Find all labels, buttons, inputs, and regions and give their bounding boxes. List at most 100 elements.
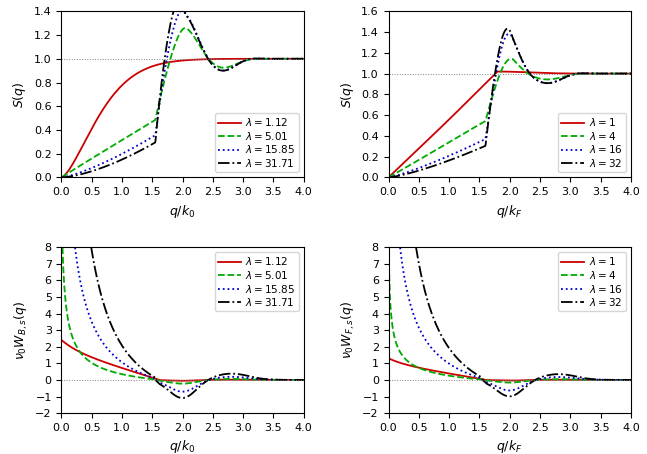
$\lambda = 4$ [526, 378, 534, 383]
$\lambda = 1$ [385, 175, 393, 180]
$\lambda = 4$ [532, 75, 540, 80]
$\lambda = 4$ [526, 72, 534, 77]
$\lambda = 4$ [540, 377, 547, 382]
$\lambda = 31.71$ [205, 57, 213, 63]
$\lambda = 16$ [505, 31, 513, 37]
$\lambda = 15.85$ [300, 56, 307, 61]
$\lambda = 15.85$ [212, 65, 220, 71]
$\lambda = 31.71$ [242, 58, 250, 63]
$\lambda = 32$ [385, 175, 393, 180]
Legend: $\lambda = 1.12$, $\lambda = 5.01$, $\lambda = 15.85$, $\lambda = 31.71$: $\lambda = 1.12$, $\lambda = 5.01$, $\la… [215, 252, 298, 311]
$\lambda = 31.71$ [267, 377, 274, 382]
$\lambda = 32$ [526, 381, 534, 386]
$\lambda = 1$ [400, 160, 408, 166]
$\lambda = 4$ [627, 71, 635, 76]
$\lambda = 5.01$ [212, 63, 220, 68]
X-axis label: $q/k_F$: $q/k_F$ [496, 202, 523, 220]
$\lambda = 32$ [526, 70, 534, 76]
$\lambda = 16$ [532, 377, 540, 383]
$\lambda = 5.01$ [205, 56, 213, 62]
$\lambda = 4$ [569, 377, 576, 382]
Legend: $\lambda = 1$, $\lambda = 4$, $\lambda = 16$, $\lambda = 32$: $\lambda = 1$, $\lambda = 4$, $\lambda =… [558, 252, 626, 311]
$\lambda = 1.12$ [72, 155, 80, 160]
$\lambda = 31.71$ [175, 0, 183, 4]
$\lambda = 1.12$ [300, 377, 307, 383]
$\lambda = 32$ [627, 71, 635, 76]
$\lambda = 16$ [540, 375, 547, 381]
$\lambda = 32$ [532, 377, 540, 382]
Line: $\lambda = 1.12$: $\lambda = 1.12$ [61, 340, 303, 381]
$\lambda = 5.01$ [182, 25, 190, 31]
$\lambda = 4$ [540, 76, 547, 82]
$\lambda = 5.01$ [205, 377, 213, 383]
$\lambda = 4$ [593, 71, 601, 76]
$\lambda = 32$ [540, 80, 547, 85]
$\lambda = 5.01$ [58, 187, 65, 192]
$\lambda = 1$ [526, 377, 534, 383]
$\lambda = 31.71$ [199, 381, 206, 387]
Line: $\lambda = 32$: $\lambda = 32$ [389, 29, 631, 178]
$\lambda = 1.12$ [204, 56, 212, 62]
Line: $\lambda = 5.01$: $\lambda = 5.01$ [61, 28, 303, 178]
$\lambda = 4$ [400, 166, 408, 172]
$\lambda = 31.71$ [267, 56, 274, 62]
$\lambda = 1$ [569, 71, 576, 76]
$\lambda = 1.12$ [300, 56, 307, 61]
$\lambda = 1.12$ [266, 56, 274, 62]
$\lambda = 4$ [385, 175, 393, 180]
$\lambda = 1.12$ [179, 378, 186, 384]
$\lambda = 31.71$ [300, 56, 307, 61]
$\lambda = 31.71$ [199, 45, 206, 51]
$\lambda = 16$ [540, 80, 547, 85]
$\lambda = 15.85$ [242, 58, 250, 63]
$\lambda = 16$ [526, 380, 534, 385]
$\lambda = 16$ [400, 269, 408, 275]
$\lambda = 1.12$ [72, 347, 80, 353]
Line: $\lambda = 16$: $\lambda = 16$ [389, 0, 631, 390]
$\lambda = 32$ [503, 26, 511, 31]
$\lambda = 15.85$ [267, 56, 274, 62]
$\lambda = 1$ [593, 377, 601, 383]
$\lambda = 16$ [400, 171, 408, 176]
$\lambda = 1$ [506, 378, 514, 383]
$\lambda = 16$ [506, 388, 514, 393]
$\lambda = 15.85$ [199, 380, 206, 385]
$\lambda = 1.12$ [242, 377, 250, 383]
Line: $\lambda = 4$: $\lambda = 4$ [389, 59, 631, 178]
Legend: $\lambda = 1.12$, $\lambda = 5.01$, $\lambda = 15.85$, $\lambda = 31.71$: $\lambda = 1.12$, $\lambda = 5.01$, $\la… [215, 113, 298, 172]
$\lambda = 1.12$ [199, 57, 206, 62]
$\lambda = 5.01$ [179, 381, 186, 386]
$\lambda = 1$ [494, 69, 501, 74]
$\lambda = 1.12$ [205, 377, 213, 383]
$\lambda = 15.85$ [300, 377, 307, 383]
$\lambda = 32$ [569, 72, 576, 77]
$\lambda = 15.85$ [212, 375, 220, 381]
$\lambda = 1$ [532, 377, 540, 383]
Line: $\lambda = 15.85$: $\lambda = 15.85$ [61, 0, 303, 392]
$\lambda = 1.12$ [199, 377, 206, 383]
$\lambda = 15.85$ [205, 377, 213, 383]
$\lambda = 15.85$ [199, 44, 206, 50]
$\lambda = 5.01$ [199, 47, 206, 53]
$\lambda = 31.71$ [72, 90, 80, 96]
Legend: $\lambda = 1$, $\lambda = 4$, $\lambda = 16$, $\lambda = 32$: $\lambda = 1$, $\lambda = 4$, $\lambda =… [558, 113, 626, 172]
$\lambda = 1$ [627, 377, 635, 383]
$\lambda = 32$ [627, 377, 635, 383]
$\lambda = 1.12$ [212, 56, 220, 62]
$\lambda = 16$ [627, 71, 635, 76]
$\lambda = 5.01$ [242, 58, 250, 63]
$\lambda = 31.71$ [205, 377, 213, 382]
X-axis label: $q/k_0$: $q/k_0$ [170, 439, 196, 454]
$\lambda = 15.85$ [179, 8, 186, 14]
Line: $\lambda = 5.01$: $\lambda = 5.01$ [61, 190, 303, 384]
$\lambda = 15.85$ [267, 377, 274, 382]
$\lambda = 4$ [507, 56, 515, 61]
Y-axis label: $S(q)$: $S(q)$ [12, 81, 28, 108]
Line: $\lambda = 31.71$: $\lambda = 31.71$ [61, 0, 303, 398]
$\lambda = 31.71$ [300, 377, 307, 383]
$\lambda = 5.01$ [199, 378, 206, 384]
$\lambda = 32$ [506, 394, 514, 399]
$\lambda = 1$ [540, 70, 547, 76]
$\lambda = 5.01$ [58, 175, 65, 180]
Line: $\lambda = 4$: $\lambda = 4$ [389, 236, 631, 383]
